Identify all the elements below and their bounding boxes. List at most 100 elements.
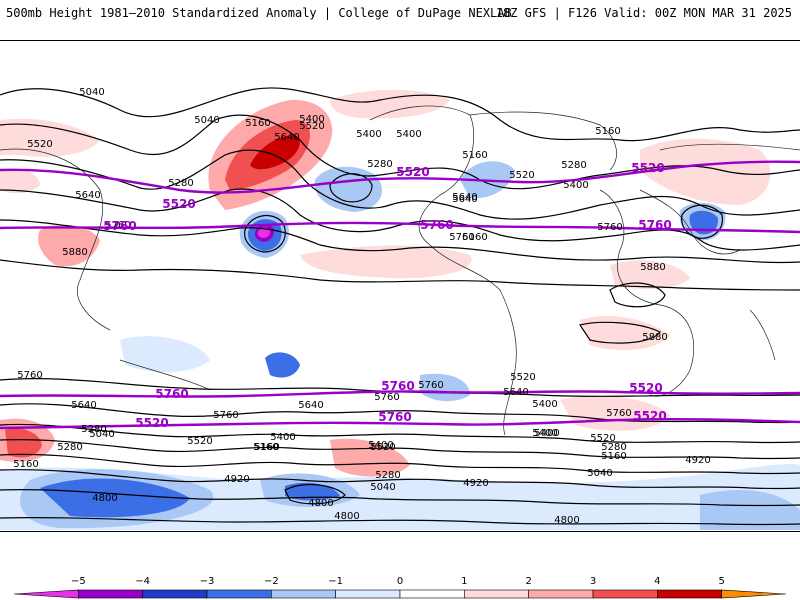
contour-label: 5880	[642, 332, 667, 343]
contour-label: 5040	[79, 87, 104, 98]
contour-label: 5160	[595, 126, 620, 137]
contour-label: 5160	[601, 451, 626, 462]
colorbar-tick-label: −2	[264, 576, 279, 587]
colorbar-segment	[464, 589, 529, 599]
colorbar-tick-label: 3	[590, 576, 596, 587]
contour-label: 5640	[452, 194, 477, 205]
contour-label: 5400	[532, 428, 557, 439]
colorbar-segment	[206, 589, 272, 599]
contour-label: 5280	[601, 442, 626, 453]
contour-label: 4800	[308, 498, 333, 509]
contour-label: 5400	[356, 129, 381, 140]
reference-contour-label: 5520	[629, 381, 662, 395]
contour-label: 5400	[270, 432, 295, 443]
contour-label: 5280	[168, 178, 193, 189]
contour-label: 5760	[606, 408, 631, 419]
reference-contour-label: 5760	[155, 387, 188, 401]
colorbar-tick-label: 2	[525, 576, 531, 587]
model-run-info: 18Z GFS | F126 Valid: 00Z MON MAR 31 202…	[495, 6, 792, 20]
contour-label: 5640	[503, 387, 528, 398]
contour-label: 5400	[563, 180, 588, 191]
chart-title: 500mb Height 1981–2010 Standardized Anom…	[6, 6, 512, 20]
reference-contour-label: 5760	[378, 410, 411, 424]
reference-contour-label: 5520	[135, 416, 168, 430]
contour-label: 5880	[62, 247, 87, 258]
reference-contour-label: 5520	[631, 161, 664, 175]
reference-contour-label: 5760	[638, 218, 671, 232]
reference-contour-label: 5760	[381, 379, 414, 393]
contour-label: 5520	[509, 170, 534, 181]
reference-contour-label: 5520	[396, 165, 429, 179]
reference-contours	[0, 160, 800, 430]
contour-label: 5160	[462, 150, 487, 161]
contour-label: 4800	[92, 493, 117, 504]
contour-label: 5760	[374, 392, 399, 403]
colorbar-tick-label: −5	[71, 576, 86, 587]
contour-label: 5280	[81, 424, 106, 435]
contour-label: 5640	[274, 132, 299, 143]
contour-label: 5280	[375, 470, 400, 481]
contour-label: 5520	[590, 433, 615, 444]
reference-contour-label: 5760	[103, 219, 136, 233]
colorbar-tick-label: 0	[397, 576, 403, 587]
contour-label: 5040	[370, 482, 395, 493]
contour-label: 5760	[105, 220, 130, 231]
contour-label: 5040	[587, 468, 612, 479]
reference-contour-label: 5520	[633, 409, 666, 423]
colorbar-segment	[78, 589, 143, 599]
contour-label: 5520	[299, 121, 324, 132]
colorbar-tick-label: 4	[654, 576, 660, 587]
contour-label: 4920	[463, 478, 488, 489]
colorbar-tick-label: 5	[718, 576, 724, 587]
anomaly-colorbar: −5 −4 −3 −2 −1 0 1 2 3 4 5	[13, 576, 787, 599]
colorbar-segment	[592, 589, 658, 599]
colorbar-tick-label: 1	[461, 576, 467, 587]
contour-label: 5400	[299, 114, 324, 125]
contour-label: 5640	[452, 192, 477, 203]
colorbar-segment	[721, 589, 787, 599]
contour-label: 5280	[367, 159, 392, 170]
contour-label: 5520	[187, 436, 212, 447]
colorbar-segment	[528, 589, 594, 599]
colorbar-segment	[13, 589, 79, 599]
contour-label: 5520	[370, 442, 395, 453]
contour-label: 5400	[396, 129, 421, 140]
contour-label: 4800	[554, 515, 579, 526]
contour-label: 5880	[640, 262, 665, 273]
contour-label: 5160	[253, 442, 278, 453]
colorbar-segment	[399, 589, 465, 599]
contour-label: 4800	[334, 511, 359, 522]
contour-label: 5520	[510, 372, 535, 383]
contour-label: 5160	[13, 459, 38, 470]
contour-label: 5520	[27, 139, 52, 150]
contour-label: 5640	[71, 400, 96, 411]
colorbar-segment	[142, 589, 208, 599]
contour-label: 5760	[213, 410, 238, 421]
contour-label: 5760	[449, 232, 474, 243]
colorbar-tick-label: −1	[328, 576, 343, 587]
coastlines	[0, 105, 800, 436]
contour-label: 5040	[89, 429, 114, 440]
colorbar-tick-label: −4	[135, 576, 150, 587]
colorbar-segment	[335, 589, 401, 599]
contour-label: 5280	[561, 160, 586, 171]
colorbar-segment	[271, 589, 336, 599]
contour-label: 5640	[298, 400, 323, 411]
contour-label: 5160	[245, 118, 270, 129]
contour-label: 4920	[685, 455, 710, 466]
contour-label: 5400	[532, 399, 557, 410]
contour-label: 5160	[462, 232, 487, 243]
contour-label: 5760	[418, 380, 443, 391]
contour-label: 5400	[534, 428, 559, 439]
contour-label: 5160	[254, 442, 279, 453]
contour-label: 5640	[75, 190, 100, 201]
colorbar-segment	[657, 589, 722, 599]
reference-contour-label: 5760	[420, 218, 453, 232]
contour-label: 5760	[17, 370, 42, 381]
contour-label: 4920	[224, 474, 249, 485]
anomaly-fills	[0, 89, 800, 530]
height-contours	[0, 87, 800, 526]
